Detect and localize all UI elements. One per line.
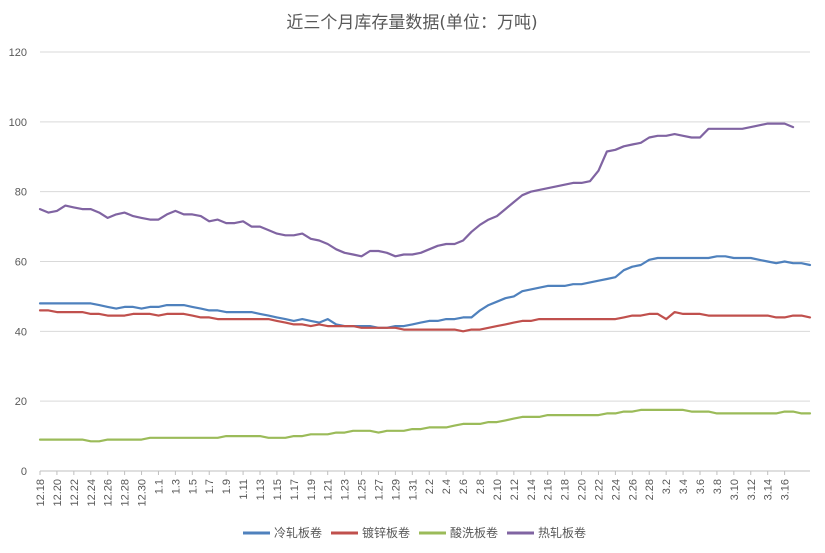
x-tick-label: 1.7	[204, 479, 216, 494]
x-tick-label: 1.17	[289, 479, 301, 500]
x-tick-label: 12.20	[52, 479, 64, 507]
series-line-1	[38, 255, 812, 329]
gridlines	[40, 51, 810, 472]
x-tick-label: 2.16	[543, 479, 555, 500]
x-tick-label: 3.8	[712, 479, 724, 494]
x-tick-label: 1.11	[238, 479, 250, 500]
x-tick-label: 2.8	[475, 479, 487, 494]
series-line-2	[38, 309, 812, 333]
legend-label: 热轧板卷	[538, 525, 586, 540]
x-tick-label: 12.26	[103, 479, 115, 507]
x-tick-label: 1.13	[255, 479, 267, 500]
chart-title: 近三个月库存量数据(单位：万吨)	[286, 13, 537, 33]
series-line-3	[38, 408, 812, 443]
y-tick-label: 120	[9, 47, 27, 59]
x-tick-label: 2.10	[492, 479, 504, 500]
x-tick-label: 1.5	[187, 479, 199, 494]
legend-label: 酸洗板卷	[450, 525, 498, 540]
x-axis-ticks: 12.18 12.20 12.22 12.24 12.26 12.28 12.30 1.1 1.…	[35, 471, 792, 507]
y-tick-label: 0	[21, 466, 27, 478]
series-line-4	[38, 122, 795, 258]
x-tick-label: 2.2	[424, 479, 436, 494]
x-tick-label: 1.15	[272, 479, 284, 500]
legend: 冷轧板卷 镀锌板卷 酸洗板卷 热轧板卷	[243, 525, 586, 540]
x-tick-label: 12.28	[120, 479, 132, 507]
x-tick-label: 1.3	[170, 479, 182, 494]
x-tick-label: 1.25	[357, 479, 369, 500]
x-tick-label: 1.27	[373, 479, 385, 500]
y-tick-label: 40	[15, 326, 27, 338]
x-tick-label: 3.2	[661, 479, 673, 494]
x-tick-label: 12.18	[35, 479, 47, 507]
legend-label: 镀锌板卷	[362, 525, 410, 540]
x-tick-label: 3.6	[695, 479, 707, 494]
y-tick-label: 80	[15, 187, 27, 199]
x-tick-label: 2.20	[577, 479, 589, 500]
x-tick-label: 12.24	[86, 479, 98, 507]
x-tick-label: 3.16	[780, 479, 792, 500]
y-tick-label: 60	[15, 257, 27, 269]
x-tick-label: 12.30	[137, 479, 149, 507]
x-tick-label: 2.18	[560, 479, 572, 500]
x-tick-label: 2.22	[593, 479, 605, 500]
x-tick-label: 1.1	[153, 479, 165, 494]
x-tick-label: 2.14	[526, 479, 538, 500]
x-tick-label: 1.29	[390, 479, 402, 500]
y-tick-label: 100	[9, 117, 27, 129]
y-tick-label: 20	[15, 396, 27, 408]
x-tick-label: 1.21	[323, 479, 335, 500]
x-tick-label: 3.4	[678, 479, 690, 494]
series-lines	[38, 122, 812, 443]
x-tick-label: 3.12	[746, 479, 758, 500]
legend-label: 冷轧板卷	[274, 525, 322, 540]
x-tick-label: 2.4	[441, 479, 453, 494]
y-axis-ticks: 0 20 40 60 80 100 120	[9, 47, 27, 478]
x-tick-label: 2.26	[627, 479, 639, 500]
x-tick-label: 3.10	[729, 479, 741, 500]
x-tick-label: 12.22	[69, 479, 81, 507]
x-tick-label: 3.14	[763, 479, 775, 500]
x-tick-label: 1.23	[340, 479, 352, 500]
x-tick-label: 2.24	[610, 479, 622, 500]
x-tick-label: 1.19	[306, 479, 318, 500]
x-tick-label: 2.28	[644, 479, 656, 500]
x-tick-label: 2.6	[458, 479, 470, 494]
x-tick-label: 1.9	[221, 479, 233, 494]
x-tick-label: 2.12	[509, 479, 521, 500]
x-tick-label: 1.31	[407, 479, 419, 500]
